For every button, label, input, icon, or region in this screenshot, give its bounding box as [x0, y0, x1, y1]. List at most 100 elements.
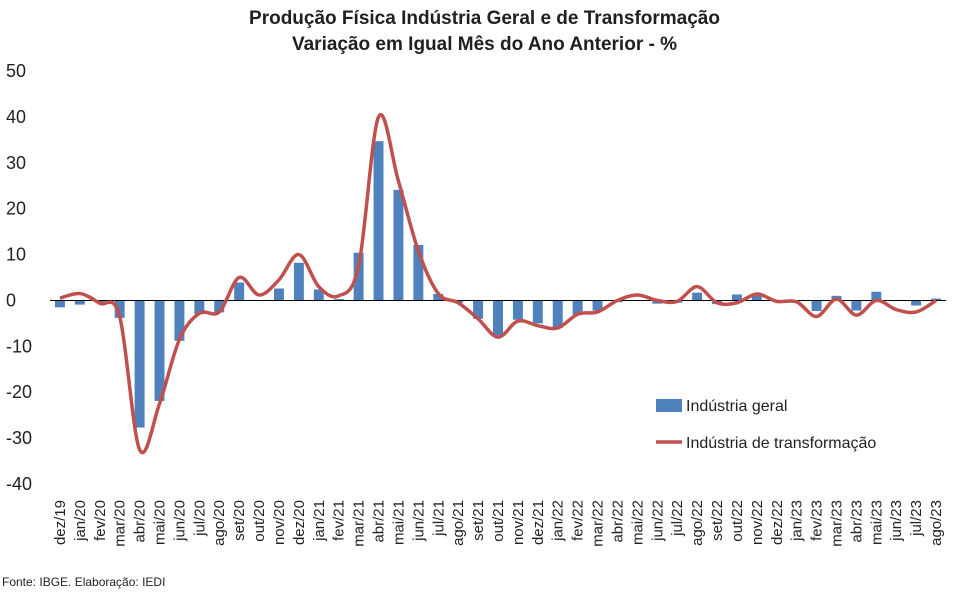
- x-tick-label: set/22: [709, 500, 726, 541]
- x-tick-label: jan/22: [550, 500, 567, 542]
- bar: [313, 289, 324, 301]
- x-tick-label: abr/21: [371, 500, 388, 543]
- y-tick-label: 0: [6, 290, 16, 310]
- x-tick-label: nov/21: [510, 500, 527, 545]
- bar: [572, 300, 583, 316]
- x-tick-label: mai/23: [868, 500, 885, 545]
- bar: [234, 282, 245, 301]
- bar: [512, 300, 523, 320]
- x-tick-label: fev/23: [809, 500, 826, 541]
- x-tick-label: jul/20: [191, 500, 208, 537]
- chart-subtitle: Variação em Igual Mês do Ano Anterior - …: [291, 34, 677, 55]
- x-tick-label: jan/21: [311, 500, 328, 542]
- x-tick-label: mar/21: [351, 500, 368, 547]
- x-tick-label: dez/19: [52, 500, 69, 545]
- x-tick-label: out/22: [729, 500, 746, 542]
- x-tick-label: dez/22: [769, 500, 786, 545]
- x-tick-label: jul/22: [669, 500, 686, 537]
- y-tick-label: 40: [6, 107, 26, 127]
- legend-label-industria-geral: Indústria geral: [686, 398, 787, 415]
- bar: [532, 300, 543, 324]
- x-tick-label: jan/23: [789, 500, 806, 542]
- chart-title-line1: Produção Física Indústria Geral e de Tra…: [249, 8, 720, 29]
- bar: [393, 189, 404, 301]
- bar: [373, 141, 384, 301]
- x-tick-label: mar/23: [828, 500, 845, 547]
- y-tick-label: -30: [6, 428, 32, 448]
- x-tick-label: set/20: [231, 500, 248, 541]
- bar: [851, 300, 862, 311]
- y-tick-label: 30: [6, 153, 26, 173]
- source-note: Fonte: IBGE. Elaboração: IEDI: [2, 575, 166, 589]
- bar: [552, 300, 563, 328]
- bar: [353, 252, 364, 301]
- y-tick-label: 20: [6, 199, 26, 219]
- y-tick-label: -20: [6, 382, 32, 402]
- x-tick-label: ago/21: [450, 500, 467, 546]
- x-tick-label: ago/23: [928, 500, 945, 546]
- bar: [214, 300, 225, 313]
- y-tick-label: 10: [6, 245, 26, 265]
- x-tick-label: jan/20: [72, 500, 89, 542]
- x-tick-label: mai/22: [629, 500, 646, 545]
- chart-title: Produção Física Indústria Geral e de Tra…: [0, 6, 959, 58]
- bar: [751, 295, 762, 301]
- x-tick-label: mar/20: [112, 500, 129, 547]
- bar: [731, 294, 742, 301]
- y-tick-label: 50: [6, 61, 26, 81]
- x-tick-label: mar/22: [590, 500, 607, 547]
- bar: [154, 300, 165, 401]
- x-tick-label: fev/22: [570, 500, 587, 541]
- bar: [134, 300, 145, 428]
- x-tick-label: mai/20: [152, 500, 169, 545]
- bar: [433, 294, 444, 301]
- bar: [74, 300, 85, 305]
- bar: [174, 300, 185, 341]
- bar: [811, 300, 822, 311]
- line-series-industria-de-transformacao: [59, 112, 937, 455]
- bar: [931, 298, 942, 301]
- bar: [274, 288, 284, 301]
- x-axis-ticks: dez/19 jan/20 fev/20 mar/20 abr/20 mai/20 jun/…: [52, 500, 945, 547]
- x-tick-label: abr/22: [609, 500, 626, 543]
- legend-label-industria-de-transformacao: Indústria de transformação: [686, 435, 876, 452]
- x-tick-label: jun/21: [410, 500, 427, 542]
- y-tick-label: -10: [6, 336, 32, 356]
- bar: [871, 291, 882, 301]
- x-tick-label: abr/20: [132, 500, 149, 543]
- x-tick-label: set/21: [470, 500, 487, 541]
- legend-swatch-industria-geral: [656, 399, 682, 412]
- x-tick-label: dez/20: [291, 500, 308, 545]
- y-tick-label: -40: [6, 474, 32, 494]
- x-tick-label: abr/23: [848, 500, 865, 543]
- bar: [473, 300, 484, 319]
- bar: [592, 300, 603, 311]
- bar: [692, 292, 703, 301]
- x-tick-label: out/20: [251, 500, 268, 542]
- bar-series-industria-geral: [54, 141, 942, 428]
- x-tick-label: fev/21: [331, 500, 348, 541]
- bar: [911, 300, 922, 306]
- x-tick-label: jul/23: [908, 500, 925, 537]
- x-tick-label: jun/20: [171, 500, 188, 542]
- x-tick-label: fev/20: [92, 500, 109, 541]
- x-tick-label: dez/21: [530, 500, 547, 545]
- bar: [413, 244, 424, 301]
- bar: [114, 300, 125, 318]
- x-tick-label: nov/20: [271, 500, 288, 545]
- x-tick-label: nov/22: [749, 500, 766, 545]
- bar: [293, 262, 304, 301]
- x-tick-label: ago/22: [689, 500, 706, 546]
- bar: [493, 300, 503, 336]
- bar: [194, 300, 205, 315]
- x-tick-label: jun/22: [649, 500, 666, 542]
- bar: [54, 300, 65, 308]
- bar: [333, 299, 344, 301]
- legend: Indústria geral Indústria de transformaç…: [656, 398, 876, 452]
- x-tick-label: out/21: [490, 500, 507, 542]
- y-axis: 50 40 30 20 10 0 -10 -20 -30 -40: [6, 61, 32, 494]
- x-tick-label: ago/20: [211, 500, 228, 546]
- x-tick-label: jun/23: [888, 500, 905, 542]
- x-tick-label: jul/21: [430, 500, 447, 537]
